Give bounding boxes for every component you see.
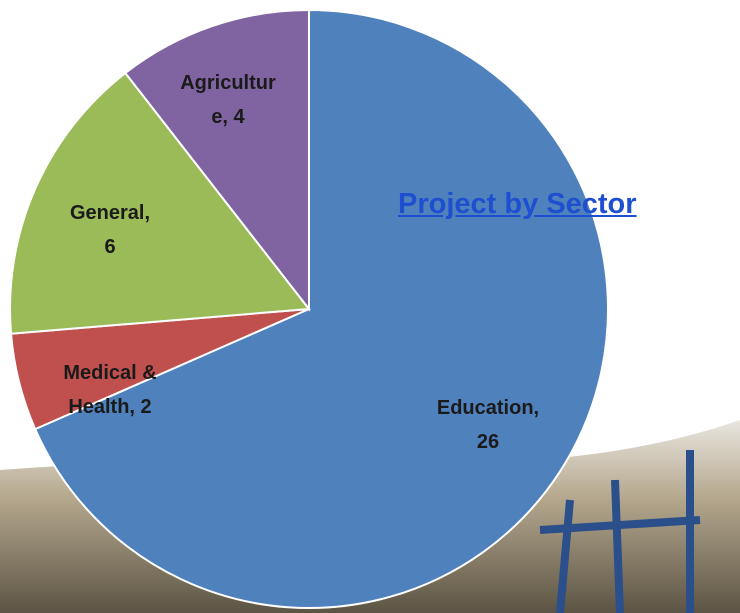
data-label: Medical & Health, 2 <box>48 356 173 424</box>
page: Project by Sector (() => { const data = … <box>0 0 740 613</box>
chart <box>0 0 740 613</box>
chart-title[interactable]: Project by Sector <box>398 188 637 221</box>
data-label: Education, 26 <box>423 391 553 459</box>
data-label: Agriculture, 4 <box>172 66 284 134</box>
pie <box>10 10 608 608</box>
data-label: General, 6 <box>63 196 158 264</box>
